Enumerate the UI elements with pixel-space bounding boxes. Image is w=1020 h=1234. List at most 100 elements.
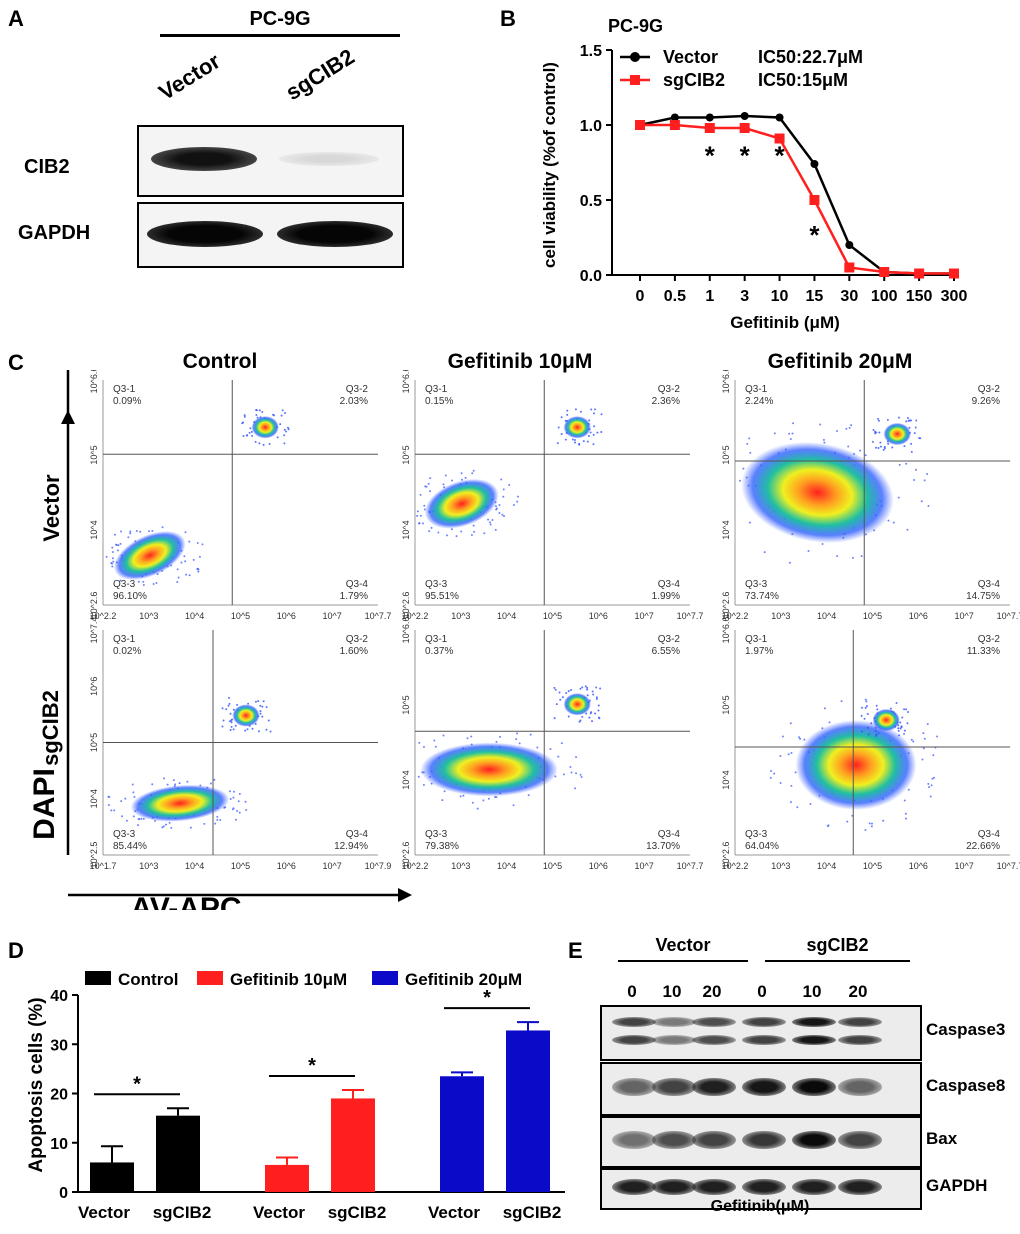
event-dot — [248, 431, 251, 434]
event-dot — [536, 746, 539, 749]
panel-e-dose-label: 0 — [757, 982, 767, 1001]
event-dot — [901, 716, 904, 719]
event-dot — [120, 800, 123, 803]
data-point-sgcib2 — [669, 120, 680, 130]
event-dot — [584, 685, 587, 688]
event-dot — [836, 555, 839, 558]
viability-x-label: Gefitinib (μM) — [730, 313, 840, 332]
quadrant-label: Q3-4 — [346, 829, 369, 840]
population-cluster — [795, 720, 917, 810]
band — [692, 1131, 736, 1149]
event-dot — [229, 712, 232, 715]
event-dot — [903, 799, 906, 802]
panel-e-blot-caspase8 — [600, 1062, 922, 1116]
bar — [440, 1076, 484, 1192]
data-point-sgcib2 — [739, 123, 750, 133]
flow-y-tick: 10^4 — [89, 520, 99, 539]
panel-e-letter: E — [568, 938, 583, 963]
event-dot — [234, 724, 237, 727]
event-dot — [579, 410, 582, 413]
event-dot — [878, 431, 881, 434]
event-dot — [283, 442, 286, 445]
flow-x-tick: 10^6 — [589, 861, 608, 871]
x-tick-label: 15 — [806, 288, 824, 305]
band — [151, 147, 257, 171]
panel-c-col-gef20: Gefitinib 20μM — [767, 350, 913, 373]
event-dot — [748, 437, 751, 440]
flow-y-tick: 10^6.6 — [721, 370, 731, 393]
event-dot — [462, 794, 465, 797]
flow-y-tick: 10^5 — [89, 445, 99, 464]
quadrant-label: Q3-3 — [425, 829, 448, 840]
event-dot — [227, 704, 230, 707]
event-dot — [228, 720, 231, 723]
flow-x-tick: 10^7.7 — [677, 861, 704, 871]
quadrant-label: 22.66% — [966, 841, 1000, 852]
event-dot — [790, 784, 793, 787]
event-dot — [416, 510, 419, 513]
flow-y-tick: 10^2.6 — [401, 842, 411, 869]
event-dot — [822, 438, 825, 441]
event-dot — [471, 472, 474, 475]
event-dot — [900, 726, 903, 729]
quadrant-label: 2.24% — [745, 396, 773, 407]
event-dot — [418, 741, 421, 744]
event-dot — [898, 463, 901, 466]
quadrant-label: Q3-1 — [113, 384, 136, 395]
event-dot — [183, 555, 186, 558]
flow-y-tick: 10^5 — [401, 445, 411, 464]
event-dot — [137, 580, 140, 583]
x-category-label: Vector — [78, 1203, 130, 1222]
panel-a-cell-line: PC-9G — [249, 8, 311, 30]
y-tick-label: 0 — [59, 1185, 68, 1202]
quadrant-label: Q3-1 — [425, 384, 448, 395]
event-dot — [131, 783, 134, 786]
panel-e-dose-label: 0 — [627, 982, 637, 1001]
quadrant-label: Q3-2 — [978, 384, 1001, 395]
event-dot — [245, 808, 248, 811]
event-dot — [111, 546, 114, 549]
event-dot — [588, 716, 591, 719]
event-dot — [241, 422, 244, 425]
event-dot — [922, 747, 925, 750]
event-dot — [779, 781, 782, 784]
event-dot — [116, 549, 119, 552]
event-dot — [516, 732, 519, 735]
population-cluster — [563, 416, 591, 439]
x-tick-label: 0.5 — [664, 288, 686, 305]
band — [792, 1035, 836, 1045]
quadrant-label: Q3-2 — [346, 384, 369, 395]
event-dot — [569, 766, 572, 769]
event-dot — [556, 442, 559, 445]
event-dot — [570, 771, 573, 774]
event-dot — [255, 413, 258, 416]
event-dot — [866, 726, 869, 729]
event-dot — [107, 804, 110, 807]
event-dot — [879, 445, 882, 448]
event-dot — [903, 729, 906, 732]
event-dot — [914, 468, 917, 471]
event-dot — [494, 505, 497, 508]
event-dot — [254, 440, 257, 443]
event-dot — [575, 772, 578, 775]
event-dot — [850, 424, 853, 427]
event-dot — [257, 700, 260, 703]
legend-marker-sgcib2 — [630, 75, 640, 85]
band — [692, 1017, 736, 1027]
event-dot — [575, 756, 578, 759]
event-dot — [279, 423, 282, 426]
event-dot — [769, 769, 772, 772]
event-dot — [848, 426, 851, 429]
quadrant-label: 0.37% — [425, 646, 453, 657]
flow-x-tick: 10^2.2 — [402, 861, 429, 871]
event-dot — [124, 797, 127, 800]
event-dot — [859, 449, 862, 452]
flow-y-tick: 10^2.6 — [721, 842, 731, 869]
band — [652, 1179, 696, 1195]
event-dot — [892, 521, 895, 524]
flow-x-tick: 10^2.2 — [90, 611, 117, 621]
event-dot — [912, 740, 915, 743]
event-dot — [442, 483, 445, 486]
band — [838, 1078, 882, 1096]
x-tick-label: 1 — [705, 288, 714, 305]
